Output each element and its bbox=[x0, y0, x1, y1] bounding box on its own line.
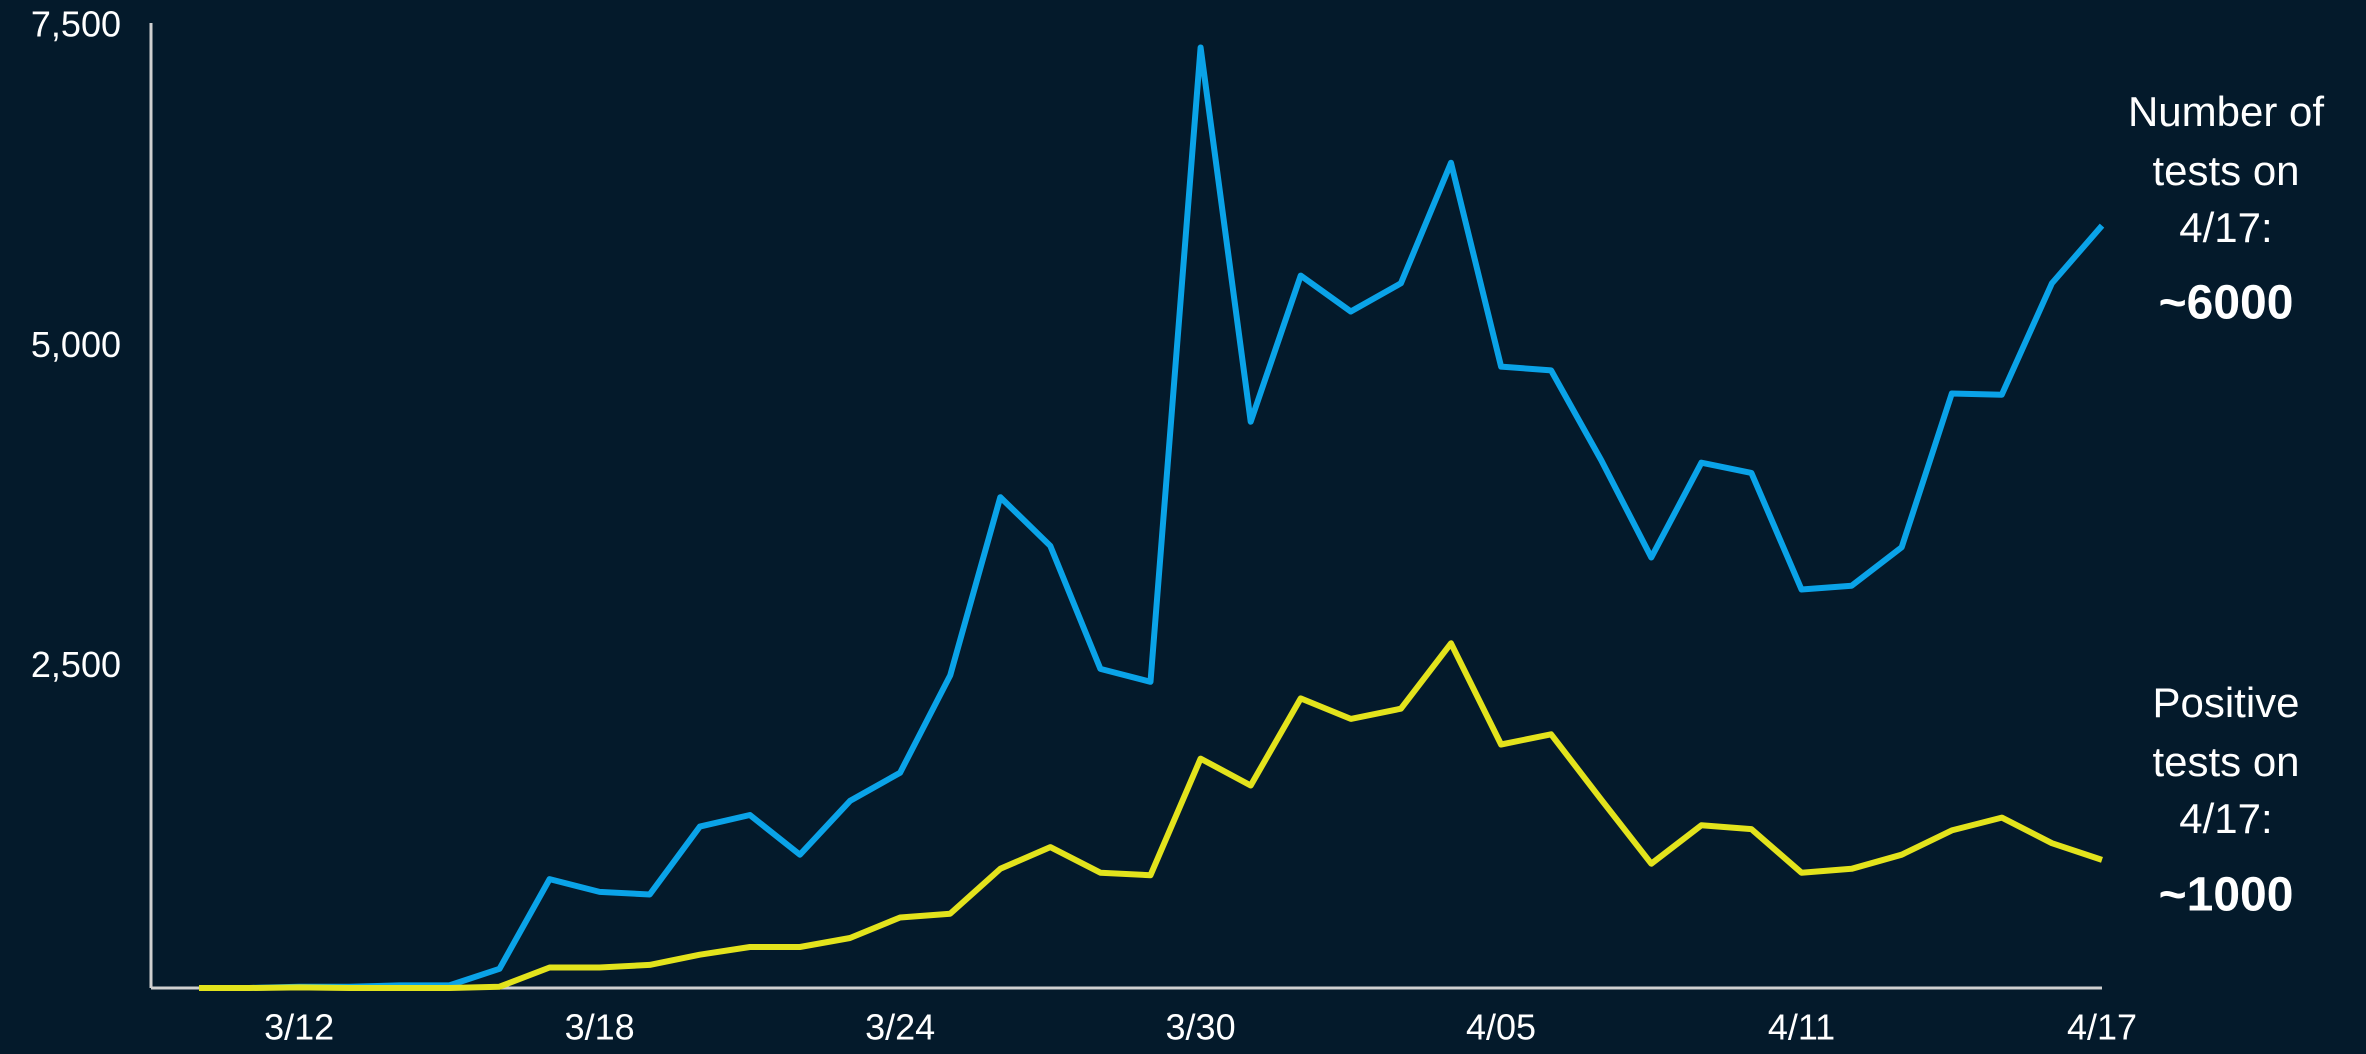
x-tick-label: 3/12 bbox=[264, 1007, 334, 1048]
annotation-text: 4/17: bbox=[2179, 204, 2272, 251]
x-tick-label: 3/24 bbox=[865, 1007, 935, 1048]
annotation-text: Positive bbox=[2152, 679, 2299, 726]
x-tick-label: 4/05 bbox=[1466, 1007, 1536, 1048]
y-tick-label: 5,000 bbox=[31, 324, 121, 365]
x-tick-label: 4/11 bbox=[1768, 1007, 1835, 1048]
x-tick-label: 3/30 bbox=[1166, 1007, 1236, 1048]
x-tick-label: 3/18 bbox=[565, 1007, 635, 1048]
annotation-text: tests on bbox=[2152, 147, 2299, 194]
annotation-text: tests on bbox=[2152, 738, 2299, 785]
y-tick-label: 2,500 bbox=[31, 644, 121, 685]
annotation-text: 4/17: bbox=[2179, 795, 2272, 842]
annotation-value: ~6000 bbox=[2159, 277, 2294, 330]
series-line bbox=[199, 44, 2105, 991]
annotation-value: ~1000 bbox=[2159, 869, 2294, 922]
annotation-text: Number of bbox=[2128, 88, 2324, 135]
y-tick-label: 7,500 bbox=[31, 4, 121, 45]
series-line bbox=[199, 640, 2103, 991]
x-tick-label: 4/17 bbox=[2067, 1007, 2137, 1048]
